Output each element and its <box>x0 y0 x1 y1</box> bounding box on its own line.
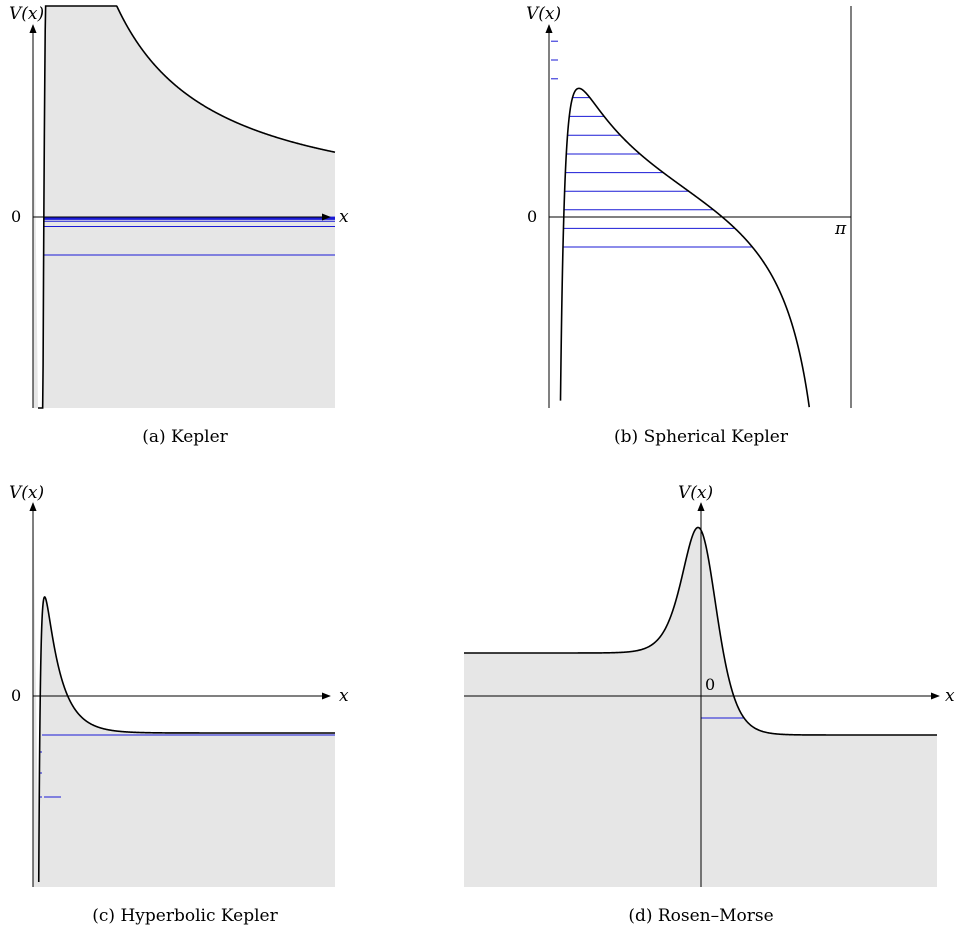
panel-c-potential-curve <box>37 596 335 883</box>
panel-a-region <box>33 6 335 408</box>
panel-c-x-axis-label: x <box>339 686 349 706</box>
panel-c-hyperbolic-kepler: V(x) x 0 (c) Hyperbolic Kepler <box>9 483 349 926</box>
panel-b-energy-levels <box>551 40 753 248</box>
panel-b-spherical-kepler: V(x) 0 π (b) Spherical Kepler <box>526 4 852 447</box>
panel-d-energy-levels <box>701 717 745 719</box>
panel-c-zero-label: 0 <box>11 686 21 705</box>
panel-c-region <box>33 484 335 887</box>
panel-b-zero-label: 0 <box>527 207 537 226</box>
panel-d-zero-label: 0 <box>705 675 715 694</box>
panel-d-caption: (d) Rosen–Morse <box>628 906 773 926</box>
panel-a-y-axis-label: V(x) <box>9 4 44 24</box>
panel-a-potential-curve <box>38 5 336 409</box>
panel-a-zero-label: 0 <box>11 207 21 226</box>
panel-b-y-axis-label: V(x) <box>526 4 561 24</box>
panel-c-y-axis-label: V(x) <box>9 483 44 503</box>
panel-a-x-axis-label: x <box>339 207 349 227</box>
panel-d-x-axis-label: x <box>945 686 955 706</box>
panel-c-energy-levels <box>39 734 335 798</box>
panel-d-potential-curve <box>464 526 937 736</box>
panel-b-pi-label: π <box>834 219 847 239</box>
panel-a-kepler: V(x) x 0 (a) Kepler <box>9 4 349 447</box>
panel-d-rosen-morse: V(x) x 0 (d) Rosen–Morse <box>464 483 955 926</box>
panel-b-potential-curve <box>559 87 811 408</box>
panel-c-caption: (c) Hyperbolic Kepler <box>92 906 278 926</box>
panel-b-region <box>549 6 561 401</box>
panel-b-caption: (b) Spherical Kepler <box>614 427 789 447</box>
panel-a-caption: (a) Kepler <box>142 427 228 447</box>
panel-d-y-axis-label: V(x) <box>678 483 713 503</box>
